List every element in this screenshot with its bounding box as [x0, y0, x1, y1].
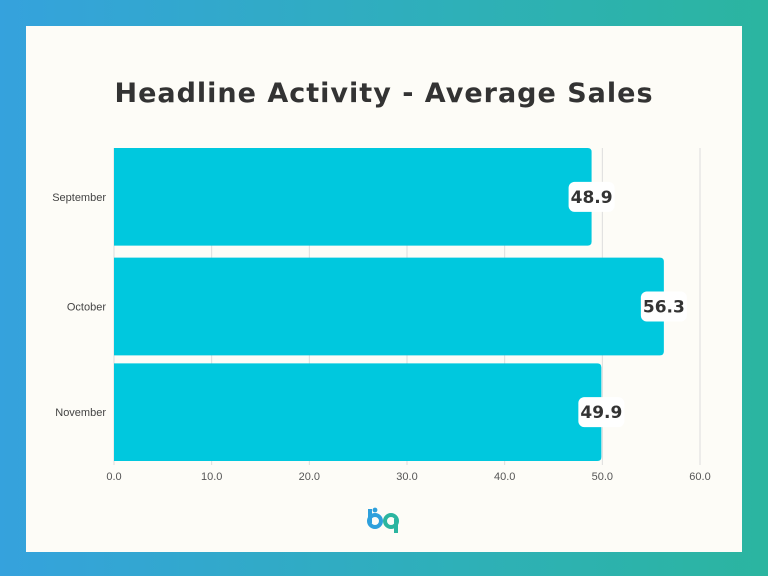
category-label: November	[55, 407, 106, 419]
value-label: 48.9	[571, 188, 613, 208]
x-tick-label: 60.0	[689, 471, 710, 483]
x-tick-label: 50.0	[592, 471, 613, 483]
bars	[114, 148, 664, 461]
value-label: 56.3	[643, 298, 685, 318]
chart-title: Headline Activity - Average Sales	[114, 78, 654, 109]
value-label-bg	[578, 397, 625, 428]
value-label-bg	[640, 291, 687, 322]
category-label: September	[52, 192, 106, 204]
tick-labels: 0.0 10.0 20.0 30.0 40.0 50.0 60.0	[106, 471, 710, 483]
bar	[114, 148, 592, 246]
bar	[114, 363, 602, 461]
x-tick-label: 40.0	[494, 471, 515, 483]
x-tick-label: 30.0	[396, 471, 417, 483]
bar	[114, 257, 664, 356]
value-label: 49.9	[580, 403, 622, 423]
value-labels: 48.9 56.3 49.9	[568, 181, 687, 428]
value-label-bg	[568, 181, 615, 212]
x-tick-label: 20.0	[299, 471, 320, 483]
x-tick-label: 0.0	[106, 471, 121, 483]
category-labels: September October November	[52, 192, 106, 419]
bp-logo-icon	[367, 507, 399, 533]
category-label: October	[67, 302, 106, 314]
x-tick-label: 10.0	[201, 471, 222, 483]
